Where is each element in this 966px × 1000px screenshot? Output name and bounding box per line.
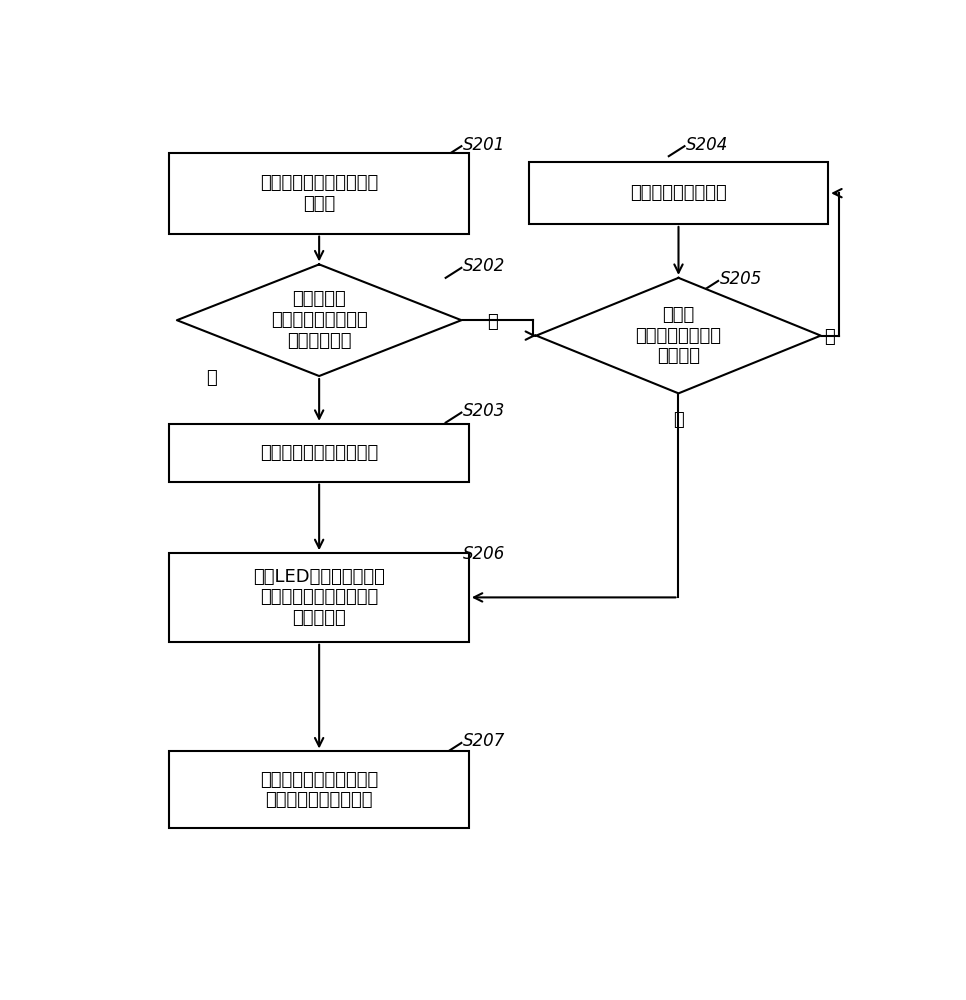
Text: S205: S205 bbox=[720, 270, 762, 288]
Polygon shape bbox=[536, 278, 821, 393]
Bar bbox=[528, 162, 828, 224]
Text: 图像时钟域同步调整: 图像时钟域同步调整 bbox=[630, 184, 726, 202]
Text: S206: S206 bbox=[463, 545, 505, 563]
Text: 是: 是 bbox=[673, 411, 684, 429]
Text: 触发LED点亮上一灰度锁
存数据，同时输出本次灰
度图像数据: 触发LED点亮上一灰度锁 存数据，同时输出本次灰 度图像数据 bbox=[253, 568, 385, 627]
Text: 否: 否 bbox=[825, 328, 836, 346]
Polygon shape bbox=[177, 264, 462, 376]
Text: 统计单位灰度的数据输出
时间；: 统计单位灰度的数据输出 时间； bbox=[260, 174, 379, 213]
Text: S202: S202 bbox=[463, 257, 505, 275]
Text: 否: 否 bbox=[488, 313, 498, 331]
Text: S203: S203 bbox=[463, 402, 505, 420]
Text: 是: 是 bbox=[206, 369, 216, 387]
Text: S204: S204 bbox=[686, 136, 728, 154]
Text: 结束本轮扫描，等待下一
次的灰度图像数据输出: 结束本轮扫描，等待下一 次的灰度图像数据输出 bbox=[260, 770, 379, 809]
Text: S201: S201 bbox=[463, 136, 505, 154]
Bar bbox=[169, 153, 469, 234]
Bar bbox=[169, 553, 469, 642]
Text: 增大单位灰度的点亮时间: 增大单位灰度的点亮时间 bbox=[260, 444, 379, 462]
Text: S207: S207 bbox=[463, 732, 505, 750]
Text: 单位灰度的
数据输出时间是否大
于点亮时间？: 单位灰度的 数据输出时间是否大 于点亮时间？ bbox=[270, 290, 367, 350]
Bar bbox=[169, 424, 469, 482]
Bar bbox=[169, 751, 469, 828]
Text: 是否有
准备输出的灰度图
像数据？: 是否有 准备输出的灰度图 像数据？ bbox=[636, 306, 722, 365]
